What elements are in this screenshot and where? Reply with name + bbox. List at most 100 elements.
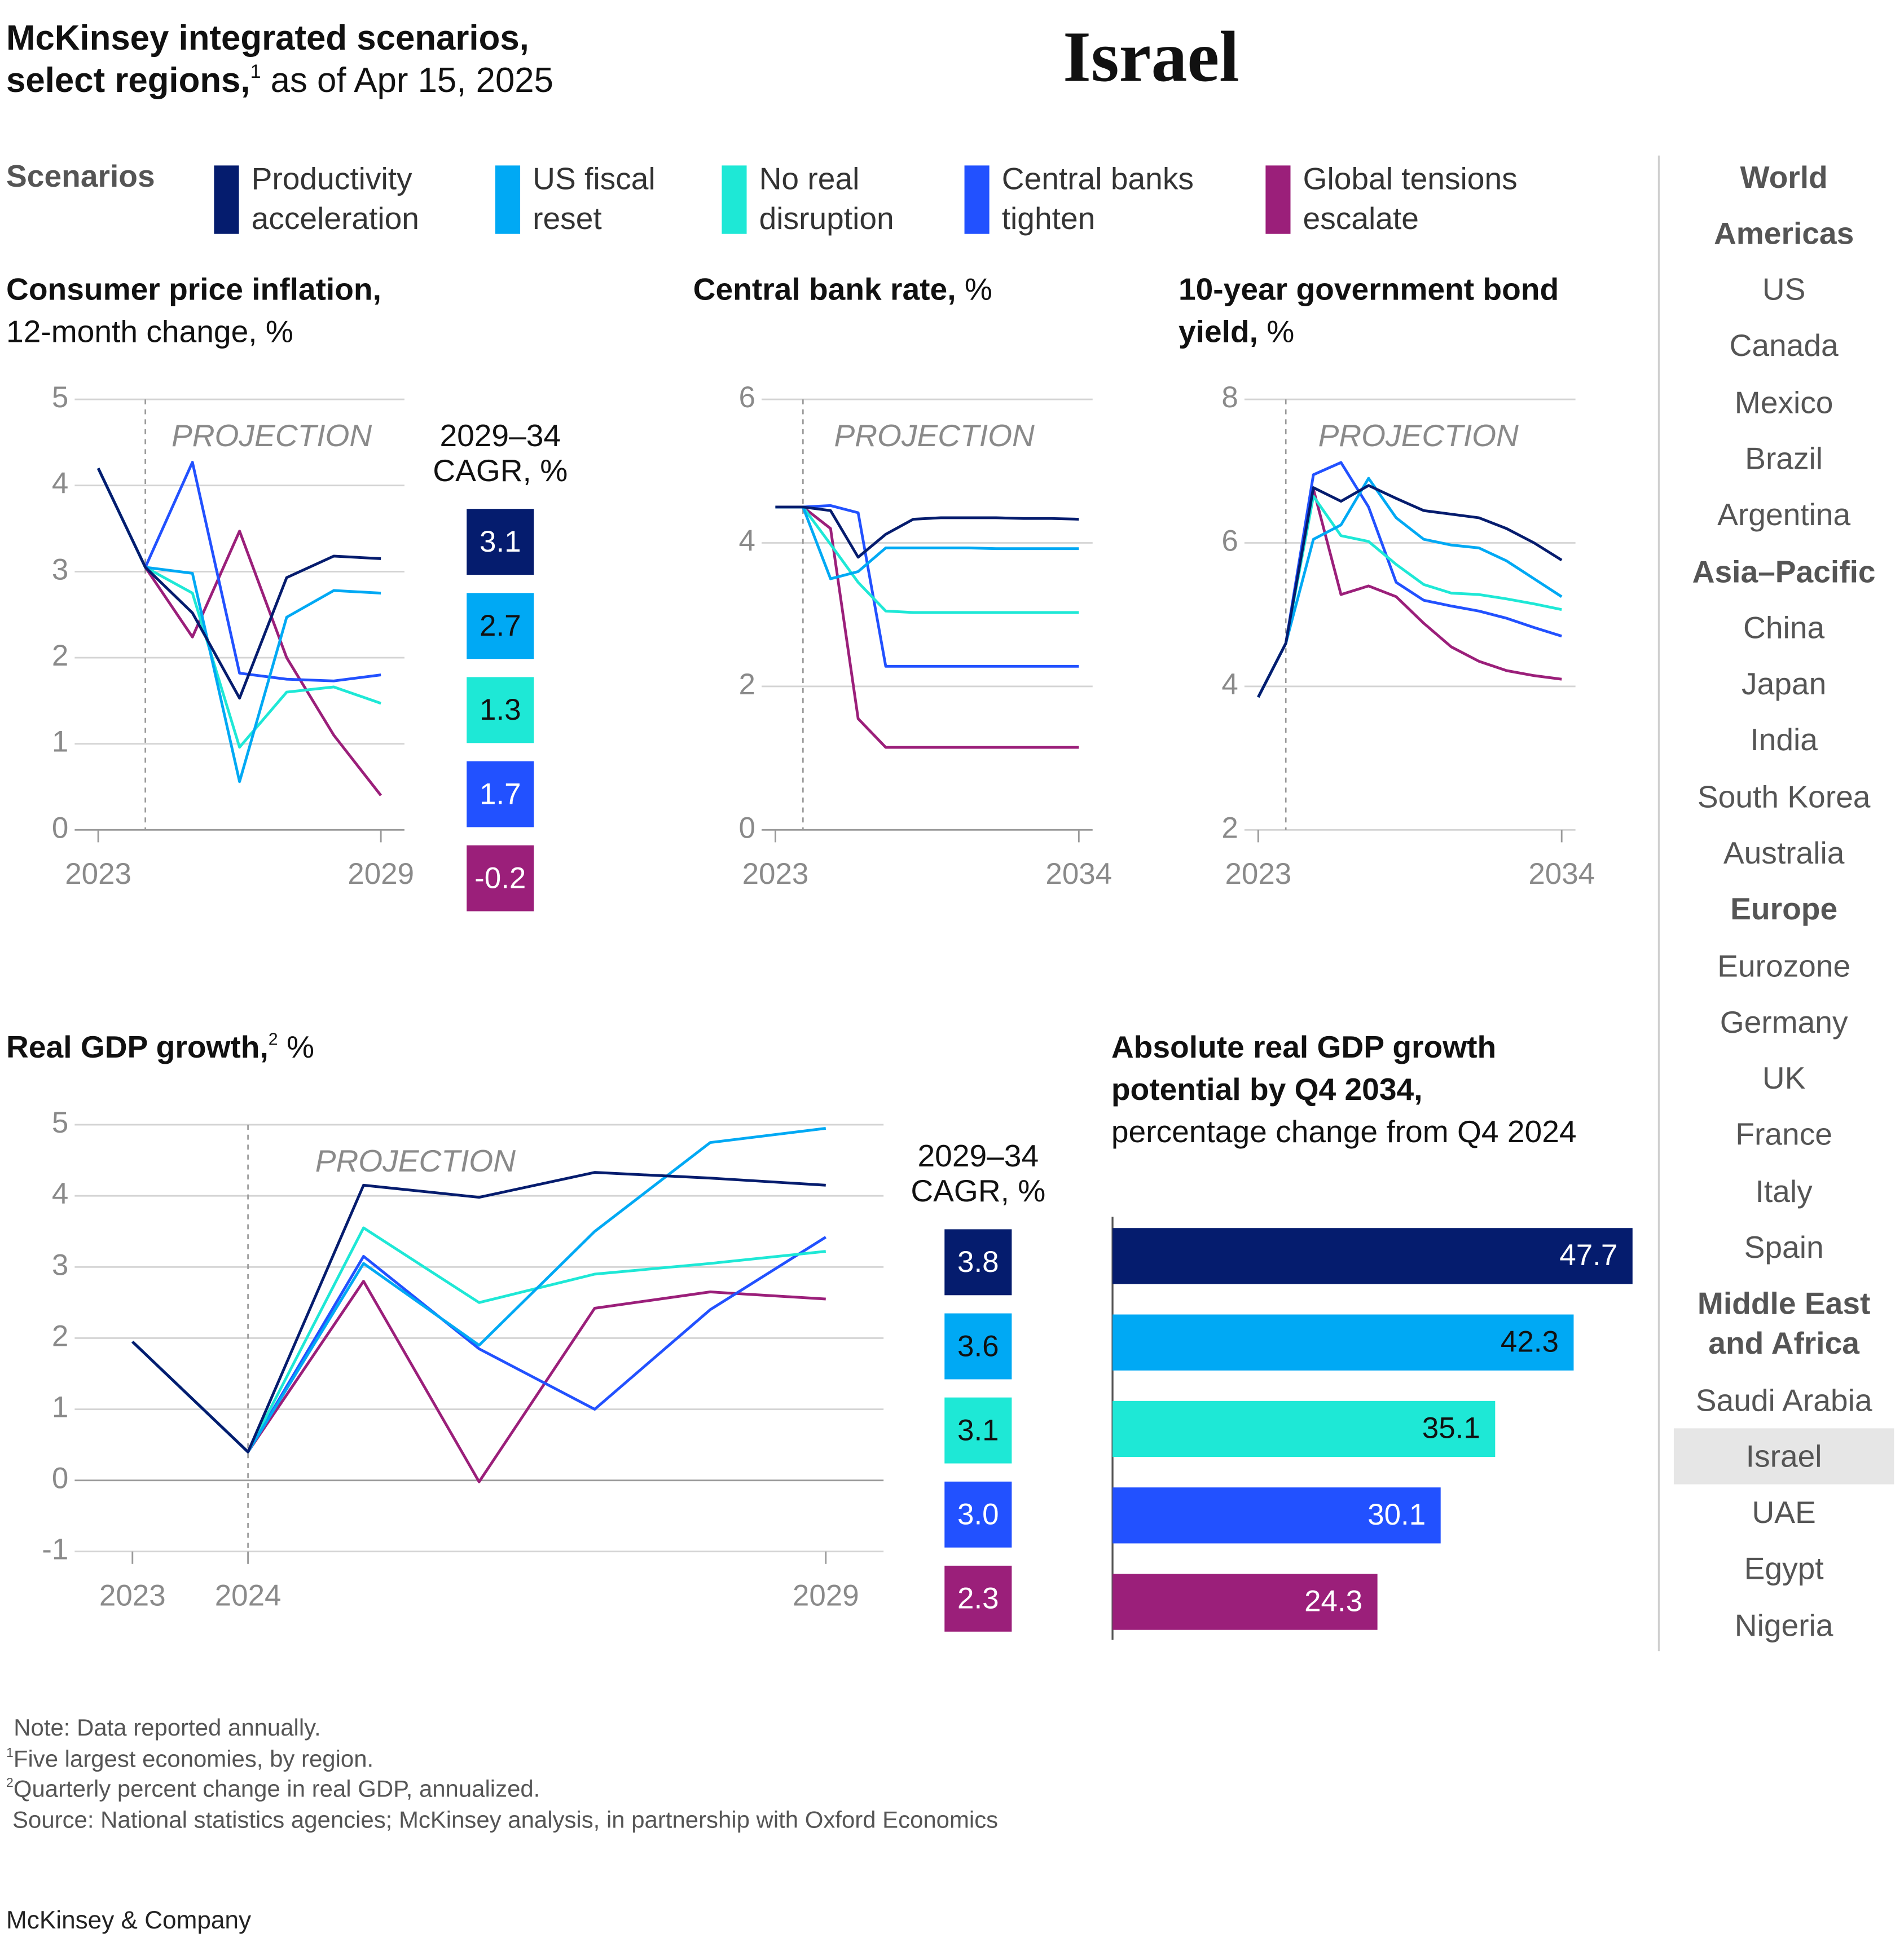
- region-link[interactable]: Americas: [1713, 216, 1854, 252]
- region-link[interactable]: Canada: [1729, 329, 1839, 364]
- region-link[interactable]: US: [1762, 272, 1806, 308]
- x-tick-label: 2029: [793, 1579, 859, 1612]
- cagr-title: 2029–34: [918, 1138, 1039, 1173]
- region-link[interactable]: Brazil: [1745, 442, 1823, 477]
- y-tick-label: 2: [52, 639, 68, 672]
- region-link[interactable]: Japan: [1741, 667, 1827, 702]
- region-link[interactable]: Egypt: [1744, 1552, 1824, 1587]
- cagr-box: [467, 761, 534, 827]
- y-tick-label: 1: [52, 725, 68, 759]
- region-link[interactable]: Nigeria: [1734, 1608, 1833, 1644]
- series-line: [775, 505, 1079, 614]
- cagr-label: 3.1: [957, 1413, 999, 1447]
- legend-label: Central banks tighten: [1001, 161, 1194, 237]
- y-tick-label: 0: [739, 811, 755, 844]
- region-link[interactable]: Eurozone: [1717, 949, 1851, 984]
- region-nav: World Americas US Canada Mexico Brazil Argenti…: [1673, 149, 1894, 1654]
- cagr-label: 3.8: [957, 1245, 999, 1279]
- bar: [1113, 1574, 1378, 1630]
- series-line: [131, 1280, 826, 1483]
- series-line: [1257, 484, 1563, 698]
- region-link[interactable]: Spain: [1744, 1230, 1824, 1266]
- region-link[interactable]: Israel: [1673, 1428, 1894, 1485]
- cagr-title: 2029–34: [439, 418, 561, 453]
- projection-label: PROJECTION: [834, 418, 1034, 453]
- cagr-label: 2.7: [480, 609, 521, 642]
- series-line: [775, 505, 1079, 559]
- y-tick-label: 6: [739, 381, 755, 414]
- y-tick-label: 0: [52, 1462, 68, 1495]
- y-tick-label: 1: [52, 1391, 68, 1424]
- region-link[interactable]: China: [1743, 610, 1825, 646]
- legend-label: Productivity acceleration: [251, 161, 419, 237]
- region-link[interactable]: Australia: [1723, 836, 1845, 871]
- region-link[interactable]: France: [1735, 1117, 1832, 1153]
- y-tick-label: 5: [52, 1106, 68, 1139]
- y-tick-label: 6: [1221, 524, 1238, 557]
- title: Real GDP growth,: [6, 1030, 269, 1065]
- x-tick-label: 2023: [742, 857, 809, 891]
- chart-title: Central bank rate, %: [693, 268, 1104, 311]
- region-link[interactable]: Saudi Arabia: [1695, 1382, 1872, 1418]
- y-tick-label: -1: [42, 1533, 68, 1566]
- region-link[interactable]: India: [1750, 723, 1818, 759]
- legend-label: Global tensions escalate: [1303, 161, 1518, 237]
- y-tick-label: 2: [739, 668, 755, 701]
- region-link[interactable]: Middle East and Africa: [1697, 1287, 1871, 1362]
- series-line: [775, 505, 1079, 749]
- legend-item: Global tensions escalate: [1265, 159, 1551, 239]
- series-line: [775, 504, 1079, 668]
- title: Consumer price inflation,: [6, 272, 381, 307]
- footnote: 2Quarterly percent change in real GDP, a…: [6, 1776, 1251, 1806]
- region-link[interactable]: World: [1740, 160, 1828, 195]
- cagr-label: -0.2: [474, 861, 526, 895]
- cagr-label: 3.0: [957, 1498, 999, 1531]
- cagr-label: 3.6: [957, 1329, 999, 1363]
- region-link[interactable]: UAE: [1752, 1495, 1816, 1531]
- region-link[interactable]: Asia–Pacific: [1692, 554, 1876, 589]
- y-tick-label: 4: [1221, 668, 1238, 701]
- cagr-box: [944, 1397, 1012, 1464]
- legend-swatch: [214, 165, 239, 234]
- subtitle: 12-month change, %: [6, 315, 293, 350]
- y-tick-label: 0: [52, 811, 68, 844]
- footnote-mark: 1: [6, 1746, 14, 1760]
- legend-label: US fiscal reset: [533, 161, 656, 237]
- bar-value-label: 47.7: [1559, 1239, 1617, 1272]
- y-tick-label: 2: [52, 1319, 68, 1353]
- cagr-title: CAGR, %: [433, 453, 568, 488]
- bar-value-label: 35.1: [1422, 1412, 1480, 1445]
- brand: McKinsey & Company: [6, 1907, 252, 1935]
- series-line: [131, 1171, 826, 1454]
- region-link[interactable]: Mexico: [1734, 385, 1833, 421]
- region-link[interactable]: Germany: [1720, 1005, 1848, 1040]
- bar: [1113, 1228, 1633, 1284]
- region-link[interactable]: Argentina: [1717, 498, 1851, 533]
- y-tick-label: 3: [52, 553, 68, 586]
- series-line: [1257, 461, 1562, 698]
- region-link[interactable]: Europe: [1730, 892, 1838, 928]
- series-line: [775, 505, 1079, 580]
- cagr-label: 1.7: [480, 777, 521, 811]
- cagr-box: [944, 1481, 1012, 1548]
- legend-label: No real disruption: [759, 161, 894, 237]
- cagr-box: [467, 845, 534, 911]
- date: as of Apr 15, 2025: [270, 61, 553, 100]
- chart-title: Absolute real GDP growth potential by Q4…: [1111, 1027, 1584, 1153]
- title: Absolute real GDP growth potential by Q4…: [1111, 1030, 1497, 1108]
- region-link[interactable]: South Korea: [1697, 779, 1871, 815]
- series-line: [96, 468, 381, 700]
- legend-swatch: [1265, 165, 1291, 234]
- legend-item: Central banks tighten: [964, 159, 1226, 239]
- bar-value-label: 30.1: [1367, 1498, 1426, 1531]
- header-title: McKinsey integrated scenarios, select re…: [6, 17, 622, 102]
- region-link[interactable]: UK: [1762, 1061, 1806, 1096]
- region-title: Israel: [1063, 16, 1239, 98]
- title: Central bank rate,: [693, 272, 956, 307]
- bar-value-label: 24.3: [1304, 1584, 1362, 1618]
- cagr-box: [467, 509, 534, 575]
- bar: [1113, 1314, 1574, 1371]
- region-link[interactable]: Italy: [1755, 1174, 1813, 1209]
- y-tick-label: 8: [1221, 381, 1238, 414]
